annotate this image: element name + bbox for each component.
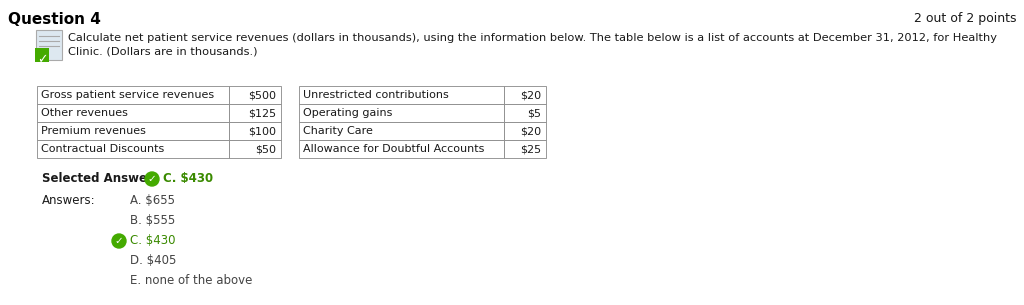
Circle shape	[112, 234, 126, 248]
Text: ✓: ✓	[115, 236, 123, 246]
Text: A. $655: A. $655	[130, 194, 175, 207]
Bar	[299, 104, 504, 122]
Text: 2 out of 2 points: 2 out of 2 points	[913, 12, 1016, 25]
Text: Premium revenues: Premium revenues	[41, 126, 145, 136]
Text: $100: $100	[248, 126, 276, 136]
Text: Operating gains: Operating gains	[303, 108, 392, 118]
Text: $500: $500	[248, 90, 276, 100]
Text: $125: $125	[248, 108, 276, 118]
Text: $20: $20	[520, 90, 541, 100]
Text: Other revenues: Other revenues	[41, 108, 128, 118]
Text: Calculate net patient service revenues (dollars in thousands), using the informa: Calculate net patient service revenues (…	[68, 33, 997, 43]
Bar	[37, 122, 229, 140]
Bar	[36, 30, 62, 60]
Bar	[37, 86, 229, 104]
Text: B. $555: B. $555	[130, 214, 175, 227]
Bar	[35, 48, 49, 62]
Text: $20: $20	[520, 126, 541, 136]
Text: C. $430: C. $430	[130, 234, 175, 247]
Bar	[504, 86, 546, 104]
Text: Answers:: Answers:	[42, 194, 95, 207]
Bar	[37, 104, 229, 122]
Text: Selected Answer:: Selected Answer:	[42, 172, 158, 185]
Text: D. $405: D. $405	[130, 254, 176, 267]
Text: Question 4: Question 4	[8, 12, 101, 27]
Text: Unrestricted contributions: Unrestricted contributions	[303, 90, 449, 100]
Bar	[299, 122, 504, 140]
Text: ✓: ✓	[37, 53, 47, 66]
Text: $25: $25	[520, 144, 541, 154]
Bar	[504, 122, 546, 140]
Bar	[504, 140, 546, 158]
Text: Contractual Discounts: Contractual Discounts	[41, 144, 164, 154]
Bar	[37, 140, 229, 158]
Text: ✓: ✓	[147, 174, 157, 184]
Text: Clinic. (Dollars are in thousands.): Clinic. (Dollars are in thousands.)	[68, 47, 257, 57]
Text: $50: $50	[255, 144, 276, 154]
Text: $5: $5	[527, 108, 541, 118]
Text: Gross patient service revenues: Gross patient service revenues	[41, 90, 214, 100]
Text: Allowance for Doubtful Accounts: Allowance for Doubtful Accounts	[303, 144, 484, 154]
Text: E. none of the above: E. none of the above	[130, 274, 252, 287]
Bar	[504, 104, 546, 122]
Bar	[299, 140, 504, 158]
Text: C. $430: C. $430	[163, 172, 213, 185]
Circle shape	[145, 172, 159, 186]
Bar	[299, 86, 504, 104]
Bar	[229, 140, 281, 158]
Text: Charity Care: Charity Care	[303, 126, 373, 136]
Bar	[229, 122, 281, 140]
Bar	[229, 104, 281, 122]
Bar	[229, 86, 281, 104]
